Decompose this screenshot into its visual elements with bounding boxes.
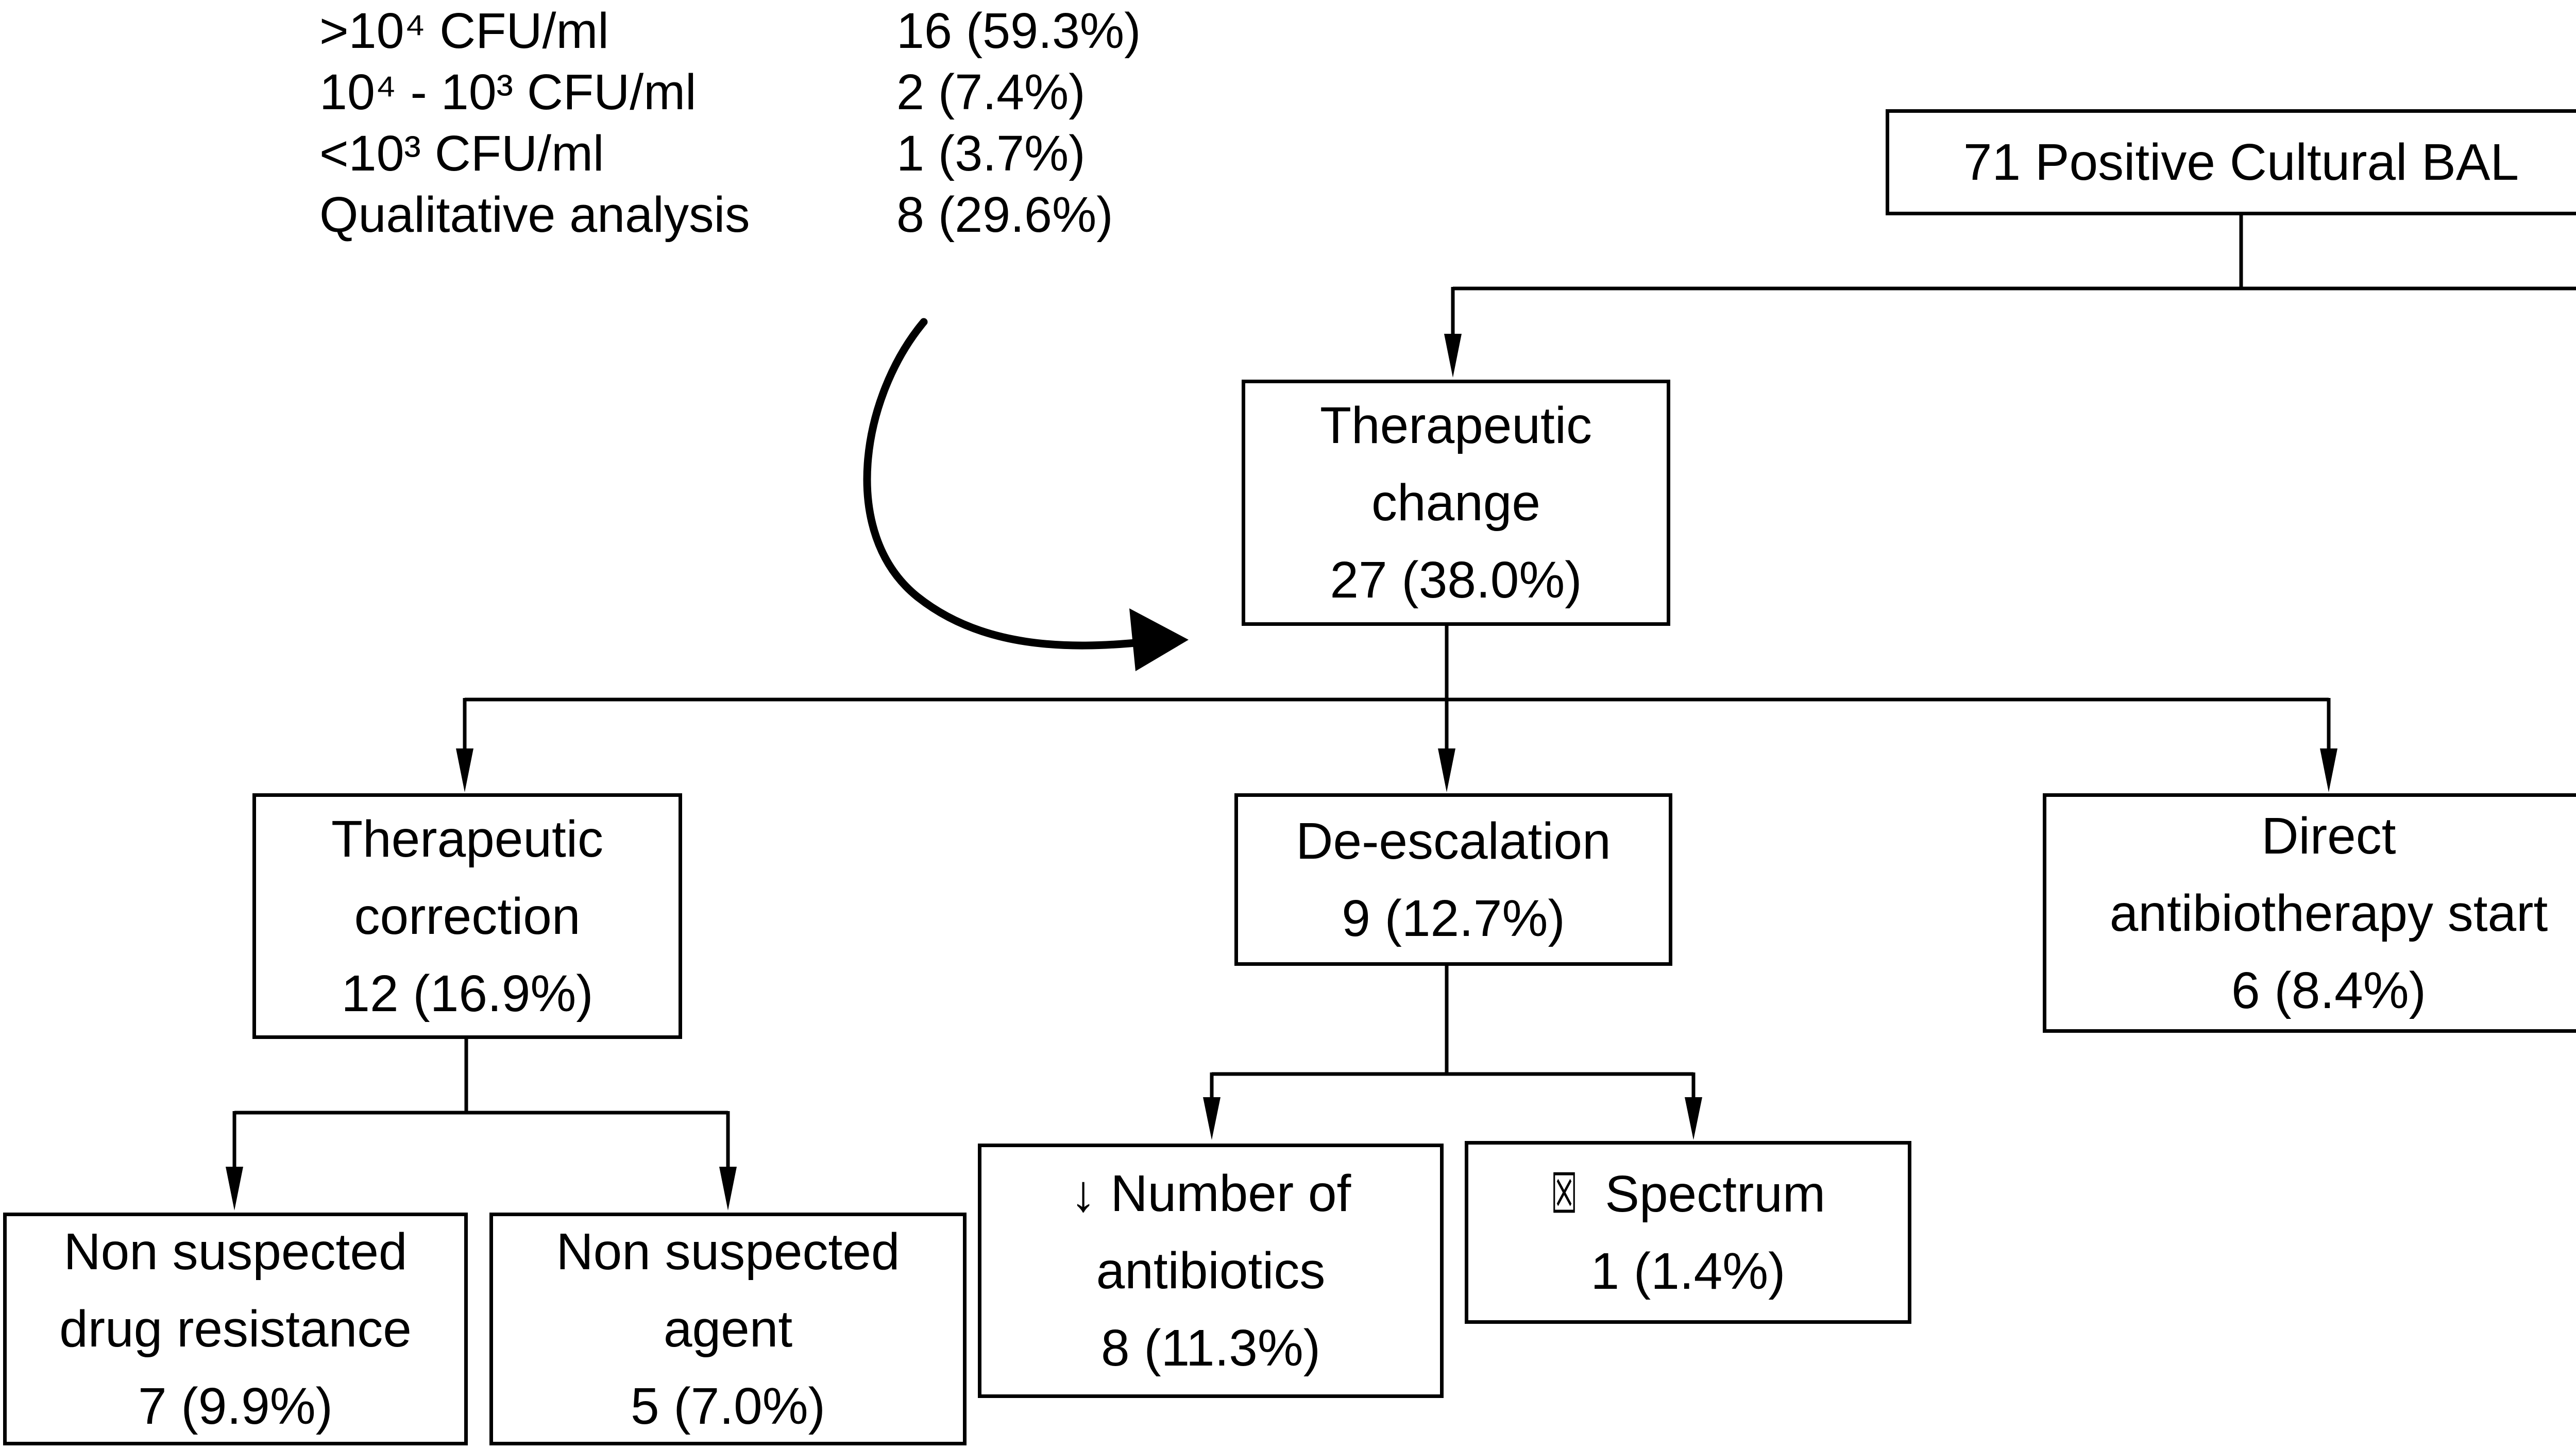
legend-value: 16 (59.3%) xyxy=(896,3,1141,59)
node-text-line: ↓ Number of xyxy=(1070,1165,1351,1222)
arrowhead-into-spectrum xyxy=(1685,1097,1702,1140)
legend-value: 1 (3.7%) xyxy=(896,125,1086,181)
node-text-line: ☒ Spectrum xyxy=(1551,1155,1825,1233)
node-text-line: agent xyxy=(663,1300,793,1358)
legend-label: Qualitative analysis xyxy=(319,186,750,243)
node-therapeutic-change: Therapeutic change 27 (38.0%) xyxy=(1242,380,1670,626)
node-non-suspected-agent: Non suspected agent 5 (7.0%) xyxy=(489,1213,967,1445)
legend-row: 10⁴ - 10³ CFU/ml 2 (7.4%) xyxy=(319,61,1298,123)
node-text-line: Therapeutic xyxy=(1319,397,1592,454)
node-text-line: 71 Positive Cultural BAL xyxy=(1963,133,2519,191)
node-text-line: Direct xyxy=(2261,807,2396,865)
missing-glyph-box-icon: ☒ xyxy=(1550,1163,1578,1225)
node-text-line: antibiotics xyxy=(1096,1242,1326,1300)
node-positive-bal: 71 Positive Cultural BAL xyxy=(1886,109,2576,215)
curved-arrowhead xyxy=(1129,608,1189,671)
node-text-line: antibiotherapy start xyxy=(2109,884,2548,942)
cfu-legend: >10⁴ CFU/ml 16 (59.3%) 10⁴ - 10³ CFU/ml … xyxy=(319,0,1298,245)
node-decrease-number-of-antibiotics: ↓ Number of antibiotics 8 (11.3%) xyxy=(978,1144,1444,1398)
legend-label: 10⁴ - 10³ CFU/ml xyxy=(319,64,697,120)
node-text-line: 1 (1.4%) xyxy=(1590,1242,1786,1300)
arrowhead-into-direct xyxy=(2320,748,2337,792)
node-text-line: 27 (38.0%) xyxy=(1330,551,1582,609)
arrowhead-into-change xyxy=(1444,334,1462,378)
node-text-line: 8 (11.3%) xyxy=(1100,1319,1321,1377)
arrowhead-into-deescalation xyxy=(1438,748,1455,792)
node-de-escalation: De-escalation 9 (12.7%) xyxy=(1234,793,1672,966)
node-text: Spectrum xyxy=(1605,1165,1826,1223)
node-text-line: 5 (7.0%) xyxy=(631,1377,825,1435)
legend-row: <10³ CFU/ml 1 (3.7%) xyxy=(319,123,1298,184)
node-text-line: 6 (8.4%) xyxy=(2231,961,2426,1019)
node-non-suspected-drug-resistance: Non suspected drug resistance 7 (9.9%) xyxy=(3,1213,468,1445)
arrowhead-into-antibiotics xyxy=(1203,1097,1221,1140)
node-text-line: 9 (12.7%) xyxy=(1342,889,1565,947)
node-spectrum-reduction: ☒ Spectrum 1 (1.4%) xyxy=(1465,1141,1911,1324)
node-text-line: De-escalation xyxy=(1296,812,1611,870)
legend-value: 2 (7.4%) xyxy=(896,64,1086,120)
node-therapeutic-correction: Therapeutic correction 12 (16.9%) xyxy=(252,793,682,1039)
node-text-line: change xyxy=(1371,474,1541,532)
legend-row: Qualitative analysis 8 (29.6%) xyxy=(319,184,1298,245)
node-text-line: 12 (16.9%) xyxy=(341,964,594,1022)
legend-label: <10³ CFU/ml xyxy=(319,125,604,181)
node-text-line: Non suspected xyxy=(556,1223,900,1281)
arrowhead-into-correction xyxy=(456,748,473,792)
node-direct-antibiotherapy-start: Direct antibiotherapy start 6 (8.4%) xyxy=(2043,793,2576,1033)
arrowhead-into-agent xyxy=(719,1167,737,1211)
node-text-line: drug resistance xyxy=(59,1300,412,1358)
node-text-line: 7 (9.9%) xyxy=(138,1377,333,1435)
arrowhead-into-drug-resistance xyxy=(226,1167,243,1211)
node-text-line: Therapeutic xyxy=(331,810,604,868)
legend-label: >10⁴ CFU/ml xyxy=(319,3,609,59)
node-text-line: correction xyxy=(354,887,581,945)
legend-row: >10⁴ CFU/ml 16 (59.3%) xyxy=(319,0,1298,61)
curved-arrow xyxy=(863,318,1150,650)
legend-value: 8 (29.6%) xyxy=(896,186,1113,243)
node-text-line: Non suspected xyxy=(63,1223,408,1281)
